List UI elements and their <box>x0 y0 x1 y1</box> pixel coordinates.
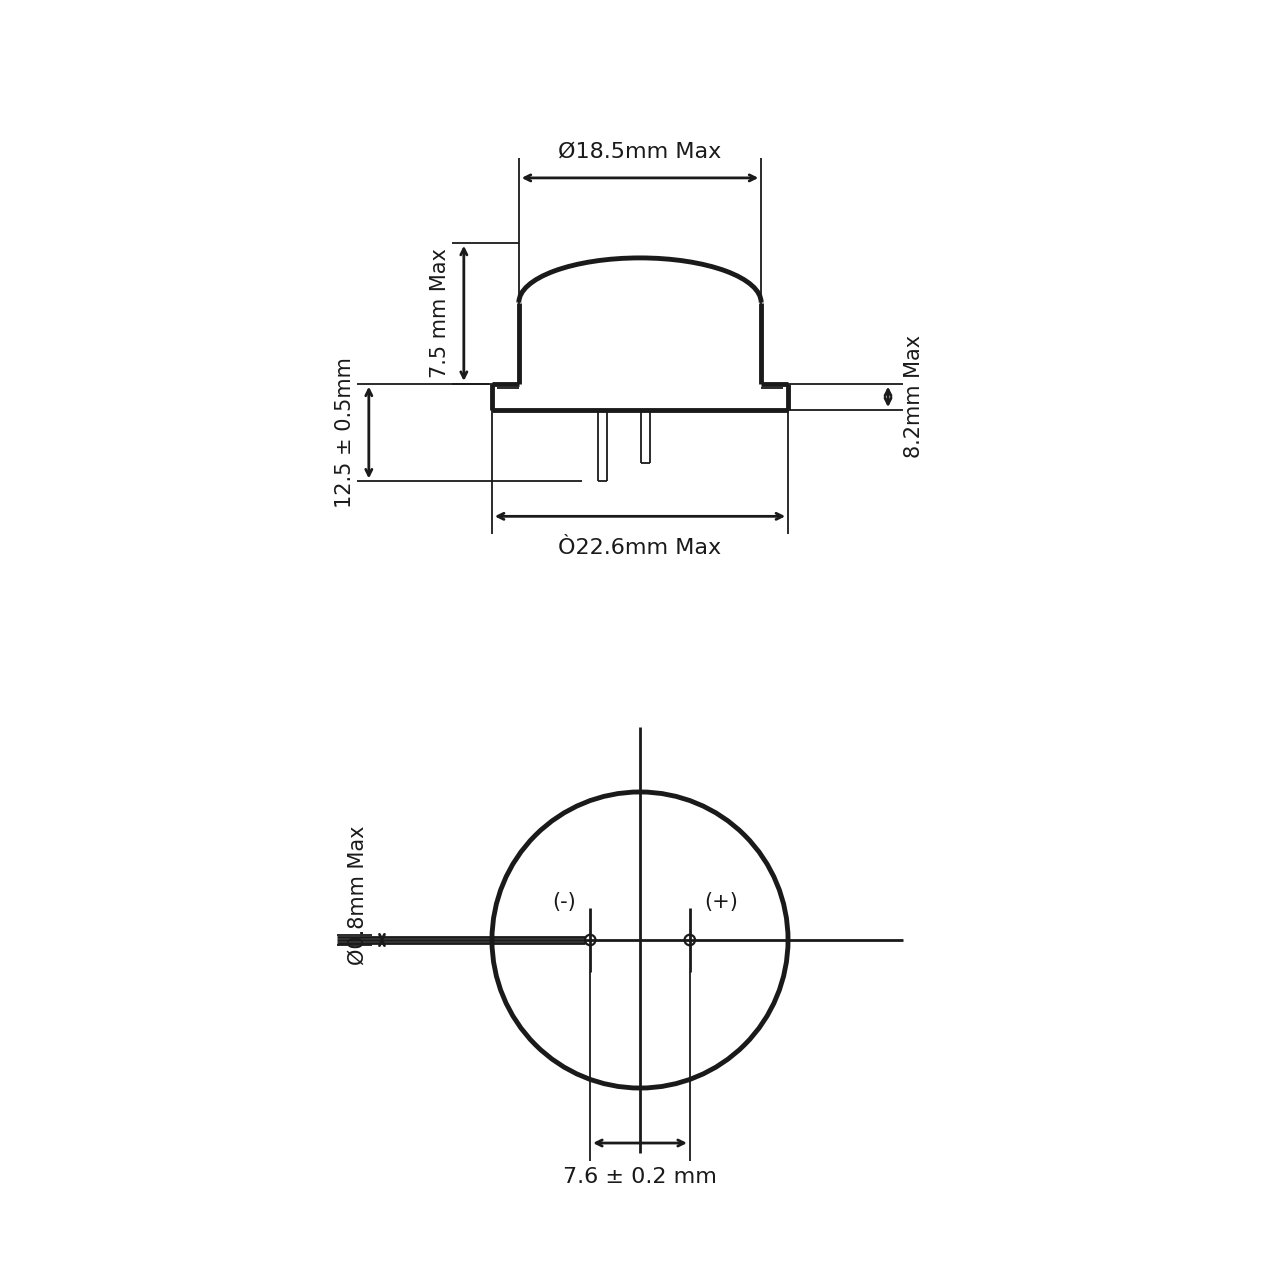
Text: Ø0.8mm Max: Ø0.8mm Max <box>348 826 367 965</box>
Text: 7.6 ± 0.2 mm: 7.6 ± 0.2 mm <box>563 1167 717 1187</box>
Text: Ø18.5mm Max: Ø18.5mm Max <box>558 142 722 161</box>
Text: 7.5 mm Max: 7.5 mm Max <box>430 248 449 379</box>
Text: (-): (-) <box>553 892 576 911</box>
Text: 8.2mm Max: 8.2mm Max <box>904 335 924 458</box>
Text: (+): (+) <box>704 892 737 911</box>
Text: 12.5 ± 0.5mm: 12.5 ± 0.5mm <box>335 357 355 508</box>
Text: Ò22.6mm Max: Ò22.6mm Max <box>558 539 722 558</box>
